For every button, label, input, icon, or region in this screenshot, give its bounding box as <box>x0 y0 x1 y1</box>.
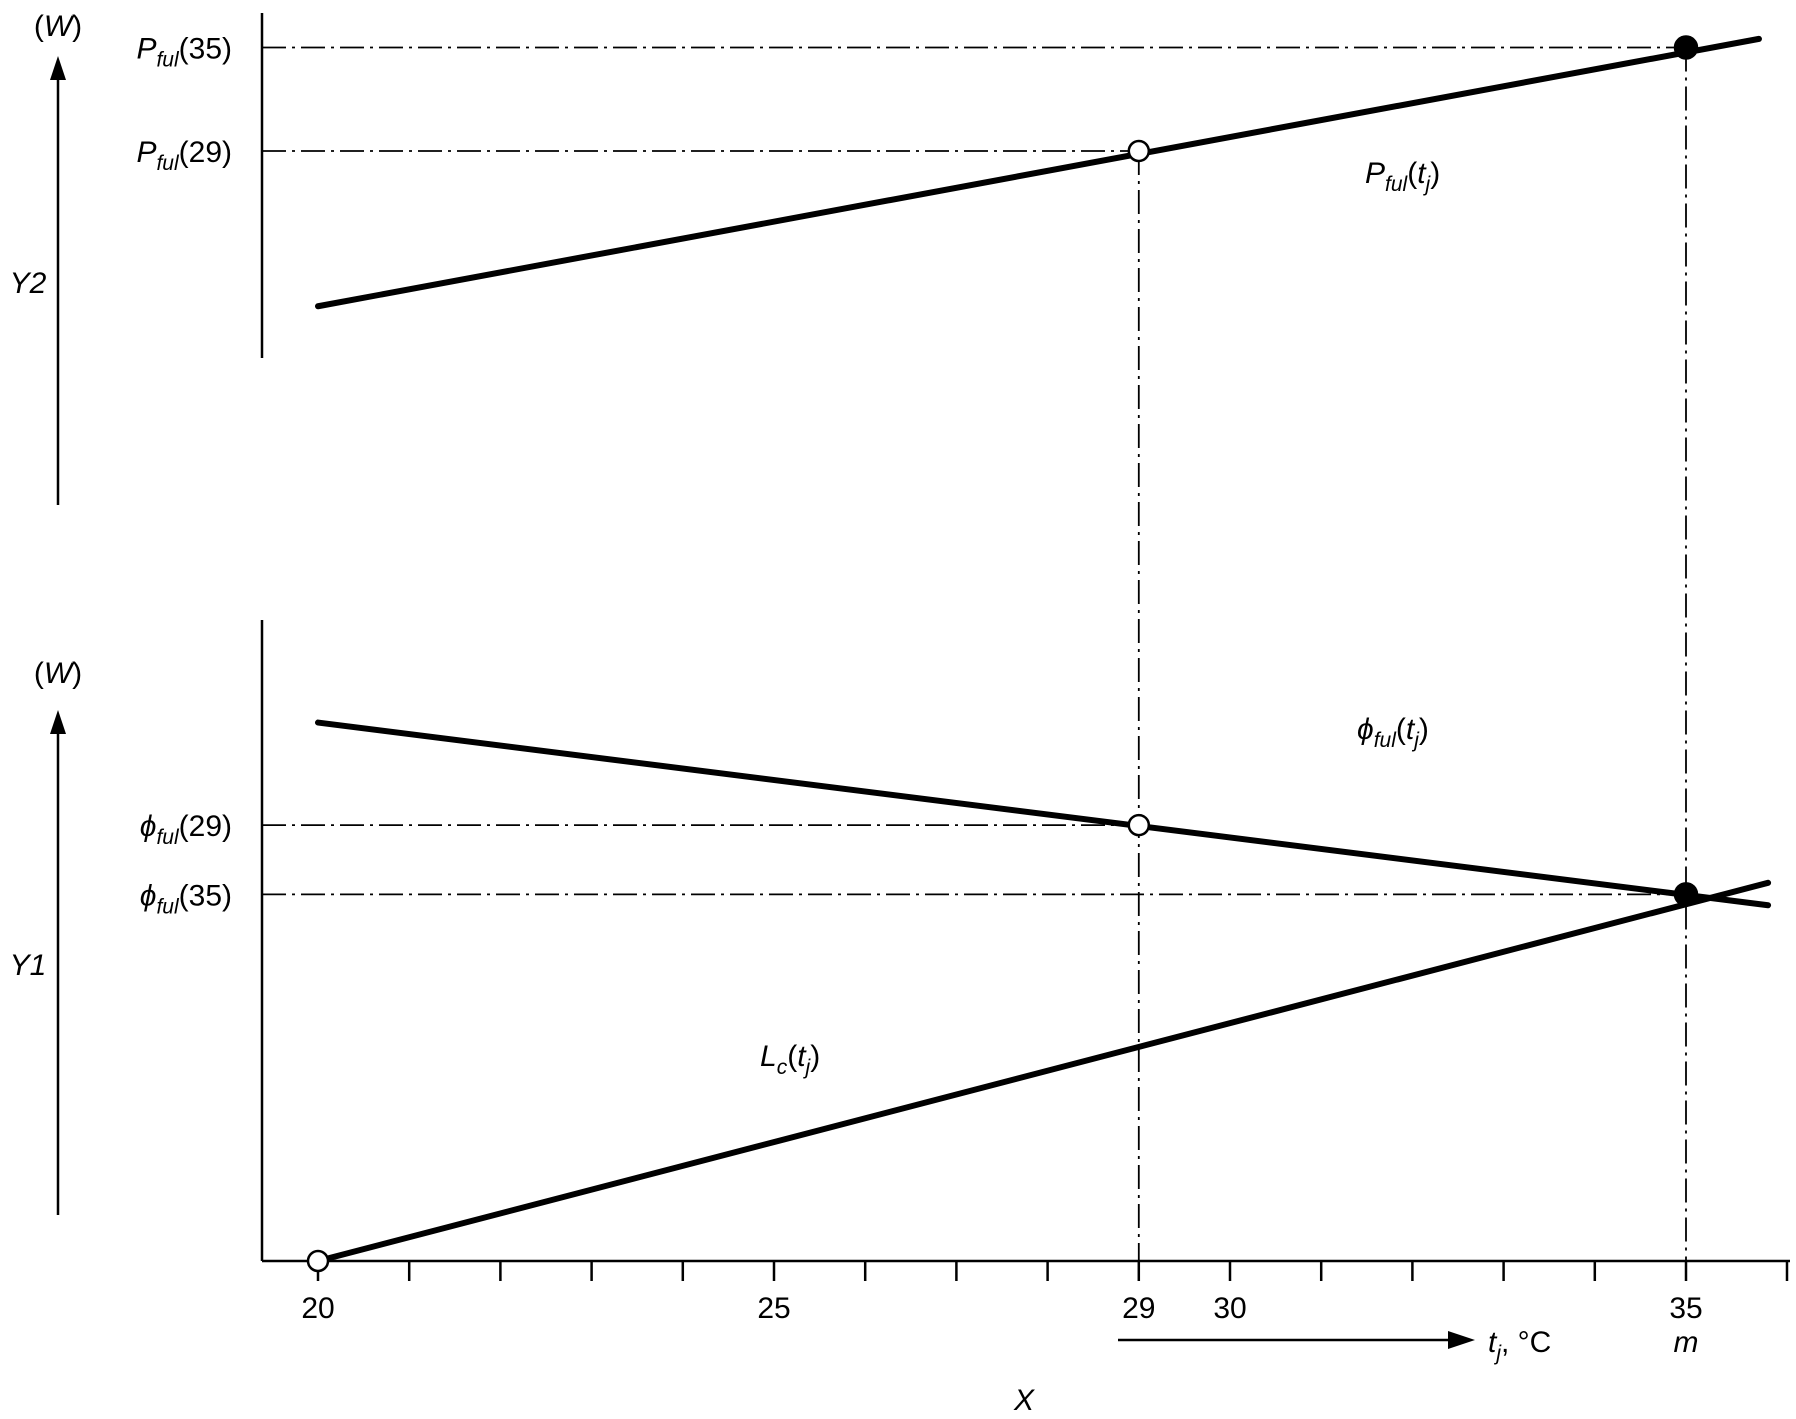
y2-unit-label: (W) <box>34 10 82 43</box>
x-direction-arrowhead <box>1448 1331 1475 1349</box>
point-open <box>306 1249 330 1273</box>
x-tick-label: 29 <box>1122 1292 1155 1325</box>
x-axis-label: tj, °C <box>1488 1326 1551 1365</box>
y1-axis-name: Y1 <box>10 949 47 982</box>
x-tick-label: 20 <box>301 1292 334 1325</box>
point-open <box>1127 139 1151 163</box>
x-tick-label: 25 <box>757 1292 790 1325</box>
point-label: ϕful(35) <box>140 879 232 918</box>
y1-direction-arrowhead <box>50 710 66 734</box>
y1-unit-label: (W) <box>34 657 82 690</box>
series-label: Pful(tj) <box>1365 157 1440 196</box>
x-tick-label: 35 <box>1669 1292 1702 1325</box>
y1-panel <box>262 719 1772 1264</box>
series-label: Lc(tj) <box>760 1040 820 1079</box>
x-tick-label: 30 <box>1213 1292 1246 1325</box>
y2-axis-name: Y2 <box>10 267 47 300</box>
x-marker-label: m <box>1674 1326 1699 1359</box>
x-axis-name: X <box>1013 1384 1035 1417</box>
series-label: ϕful(tj) <box>1357 713 1429 752</box>
y2-direction-arrowhead <box>50 56 66 80</box>
point-filled <box>1673 35 1699 60</box>
point-open <box>1127 813 1151 837</box>
y2-panel <box>262 35 1762 310</box>
series-line <box>315 35 1762 310</box>
series-line <box>315 879 1772 1264</box>
series-line <box>315 719 1772 909</box>
point-label: Pful(35) <box>136 33 232 72</box>
point-filled <box>1673 882 1699 907</box>
point-label: ϕful(29) <box>140 810 232 849</box>
point-label: Pful(29) <box>136 136 232 175</box>
